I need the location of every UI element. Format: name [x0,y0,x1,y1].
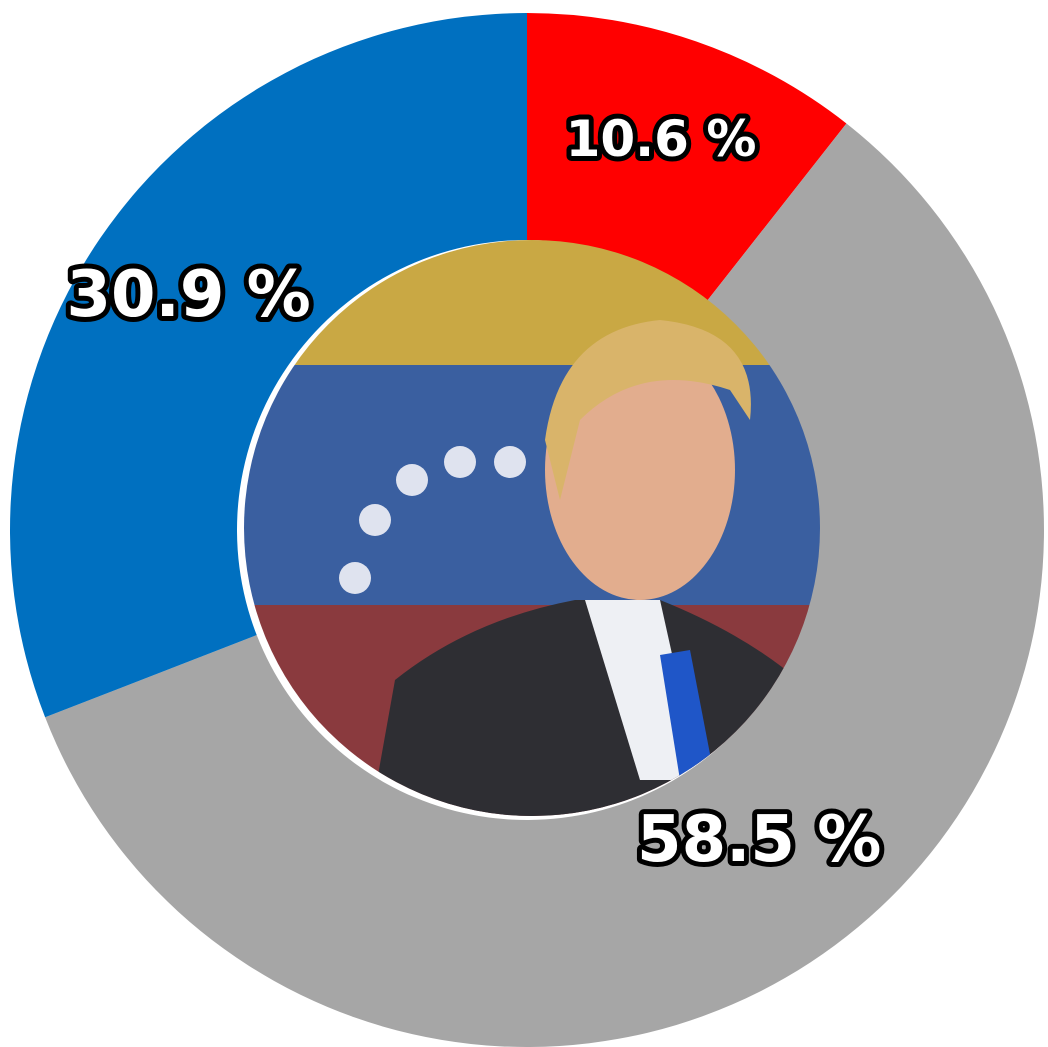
value-label: 10.6 % [566,110,757,168]
slice [527,13,847,302]
value-label: 30.9 % [66,258,310,332]
labels: 10.6 % 58.5 % 30.9 % [61,105,886,882]
slices [9,13,1044,1047]
slice [45,123,1044,1047]
value-label: 58.5 % [637,803,881,877]
slice [9,13,528,718]
